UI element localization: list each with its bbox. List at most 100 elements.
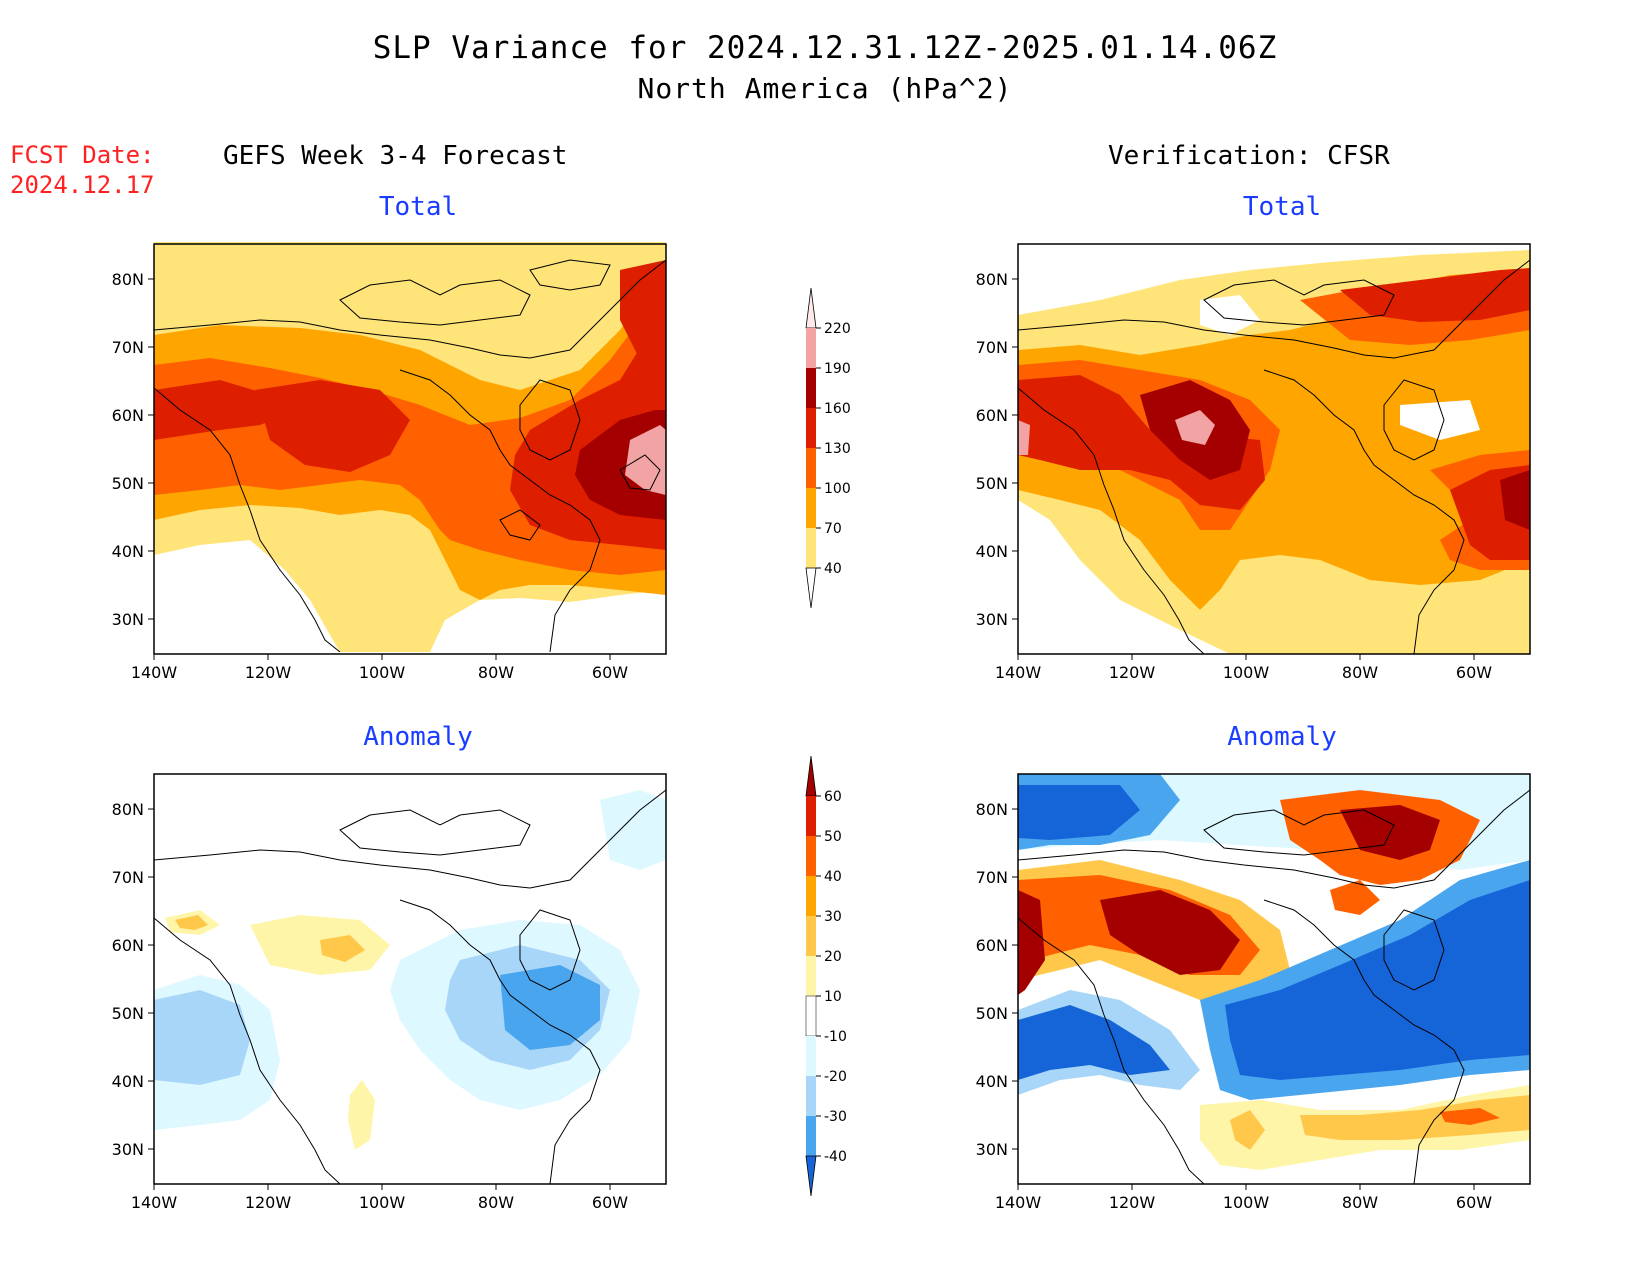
fill-pos2-bottom — [1300, 1095, 1530, 1140]
coastline-pacific — [1018, 917, 1205, 1184]
colorbar-swatch — [806, 1076, 816, 1116]
lon-tick-label: 140W — [995, 1193, 1042, 1212]
fill-c4a — [1018, 375, 1265, 510]
fill-pos1a — [250, 915, 390, 975]
lat-tick-label: 60N — [976, 406, 1008, 425]
hudson-bay-outline — [1383, 379, 1445, 461]
colorbar-label: 60 — [824, 789, 842, 805]
fill-pos2b — [175, 915, 208, 930]
coastline-arctic — [1018, 789, 1530, 889]
fill-pos6b — [1018, 890, 1045, 995]
fcst-date-label: FCST Date: — [10, 141, 155, 169]
coastline-arctic — [154, 259, 666, 359]
lon-tick-label: 80W — [1342, 1193, 1378, 1212]
total-colorbar: 220 190 160 130 100 70 40 — [805, 287, 851, 609]
lat-tick-label: 50N — [112, 1004, 144, 1023]
colorbar-swatch — [806, 1116, 816, 1156]
frame-verif-total — [1017, 243, 1531, 655]
lon-tick-label: 120W — [1109, 1193, 1156, 1212]
hudson-bay-outline — [519, 909, 581, 991]
colorbar-swatch — [806, 876, 816, 916]
fill-c6a — [1175, 410, 1215, 445]
lat-tick-label: 80N — [976, 270, 1008, 289]
coastline-pacific — [154, 387, 341, 652]
main-subtitle: North America (hPa^2) — [637, 72, 1013, 105]
ellesmere-outline — [529, 259, 611, 291]
white-hole — [1400, 400, 1480, 440]
colorbar-label: -40 — [824, 1149, 847, 1165]
forecast-column-heading: GEFS Week 3-4 Forecast — [223, 141, 568, 171]
coastline-pacific — [1018, 387, 1205, 654]
lon-tick-label: 120W — [1109, 663, 1156, 682]
lon-tick-label: 140W — [995, 663, 1042, 682]
colorbar-swatch — [806, 956, 816, 996]
lat-tick-label: 30N — [112, 610, 144, 629]
lat-tick-label: 30N — [976, 1140, 1008, 1159]
fcst-date-block: FCST Date: 2024.12.17 — [10, 140, 155, 200]
lon-tick-label: 60W — [1456, 1193, 1492, 1212]
coastline-pacific — [154, 917, 341, 1184]
lon-tick-label: 100W — [1223, 663, 1270, 682]
lat-tick-label: 80N — [112, 800, 144, 819]
lat-tick-label: 70N — [112, 338, 144, 357]
lat-tick-label: 40N — [112, 1072, 144, 1091]
colorbar-swatch — [806, 916, 816, 956]
white-sw — [154, 540, 340, 652]
arctic-islands — [339, 809, 531, 856]
colorbar-label: -20 — [824, 1069, 847, 1085]
colorbar-label: 70 — [824, 521, 842, 537]
fill-pos4-bottom — [1440, 1108, 1500, 1125]
colorbar-bottom-triangle — [805, 567, 817, 609]
lat-tick-label: 30N — [976, 610, 1008, 629]
verif-anomaly-title: Anomaly — [1227, 722, 1337, 752]
coastlines-other — [154, 259, 1530, 1184]
lon-tick-label: 120W — [245, 1193, 292, 1212]
fill-neg4-top — [1018, 785, 1140, 840]
lat-tick-label: 60N — [112, 406, 144, 425]
colorbar-label: 190 — [824, 361, 851, 377]
colorbar-label: 160 — [824, 401, 851, 417]
lon-tick-label: 80W — [478, 663, 514, 682]
coastline-east — [399, 899, 601, 1184]
lat-tick-label: 70N — [976, 338, 1008, 357]
lon-tick-label: 60W — [1456, 663, 1492, 682]
frame-forecast-total — [153, 243, 667, 655]
lon-tick-label: 100W — [359, 1193, 406, 1212]
fill-pos1c — [348, 1080, 375, 1150]
colorbar-swatch — [806, 448, 816, 488]
white-se — [430, 590, 666, 652]
coastline-arctic — [1018, 259, 1530, 359]
colorbar-swatch — [805, 995, 817, 1037]
colorbar-bottom-triangle — [805, 1155, 817, 1197]
coastline-arctic — [154, 789, 666, 889]
fill-neg4b — [1018, 1005, 1170, 1080]
lat-tick-label: 30N — [112, 1140, 144, 1159]
hudson-bay-outline — [1383, 909, 1445, 991]
newfoundland-outline — [619, 454, 661, 491]
coastline-east — [1263, 899, 1465, 1184]
verification-column-heading: Verification: CFSR — [1108, 141, 1390, 171]
fill-c4a — [154, 380, 310, 440]
lat-tick-label: 70N — [112, 868, 144, 887]
colorbar-swatch — [806, 368, 816, 408]
anomaly-colorbar: 60 50 40 30 20 10 -10 -20 -30 -40 — [805, 755, 847, 1197]
fill-c4b — [255, 380, 410, 472]
fill-pos4c — [1330, 880, 1380, 915]
colorbar-label: -30 — [824, 1109, 847, 1125]
main-title: SLP Variance for 2024.12.31.12Z-2025.01.… — [372, 30, 1278, 66]
lat-tick-label: 50N — [112, 474, 144, 493]
colorbar-swatch — [806, 836, 816, 876]
lat-tick-label: 70N — [976, 868, 1008, 887]
white-arctic — [1200, 295, 1260, 335]
fill-neg2a — [154, 990, 250, 1085]
verif-total-title: Total — [1242, 192, 1322, 222]
colorbar-label: 10 — [824, 989, 842, 1005]
fill-pos2a — [320, 935, 365, 962]
forecast-total-panel — [100, 240, 710, 700]
coastline-east — [399, 369, 601, 652]
lat-tick-label: 60N — [976, 936, 1008, 955]
colorbar-label: 50 — [824, 829, 842, 845]
lat-tick-label: 50N — [976, 1004, 1008, 1023]
fill-pos2-small — [1230, 1110, 1265, 1150]
colorbar-label: 100 — [824, 481, 851, 497]
